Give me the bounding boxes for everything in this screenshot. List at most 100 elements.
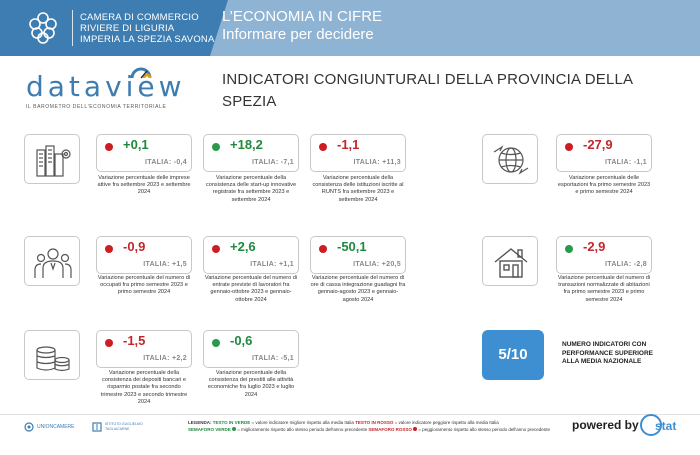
indicator-italia: ITALIA: -5,1: [252, 355, 294, 362]
legend-green-text: TESTO IN VERDE: [212, 420, 251, 425]
indicator-card-startup: +18,2 ITALIA: -7,1: [203, 134, 299, 172]
green-dot-icon: [232, 427, 237, 432]
indicator-description: Variazione percentuale del numero di occ…: [97, 275, 191, 296]
globe-icon: [493, 145, 529, 175]
indicator-card-abitazioni: -2,9 ITALIA: -2,8: [556, 236, 652, 274]
indicator-value: -2,9: [583, 239, 606, 254]
coins-icon: [36, 346, 70, 372]
indicator-value: -0,6: [230, 333, 253, 348]
tagliacarne-icon: [92, 422, 102, 432]
indicator-value: +2,6: [230, 239, 256, 254]
indicator-description: Variazione percentuale della consistenza…: [207, 370, 295, 398]
house-icon-box: [482, 236, 538, 286]
status-dot-red-icon: [565, 143, 573, 151]
status-dot-red-icon: [319, 245, 327, 253]
people-icon: [34, 248, 72, 278]
legend-label: LEGENDA:: [188, 420, 212, 425]
indicator-card-imprese: +0,1 ITALIA: -0,4: [96, 134, 192, 172]
indicator-italia: ITALIA: -1,1: [605, 159, 647, 166]
indicator-card-export: -27,9 ITALIA: -1,1: [556, 134, 652, 172]
indicator-italia: ITALIA: +1,1: [250, 261, 294, 268]
indicator-italia: ITALIA: +1,5: [143, 261, 187, 268]
footer-divider: [0, 414, 700, 415]
header-separator: [72, 10, 73, 46]
status-dot-green-icon: [212, 143, 220, 151]
legend: LEGENDA: TESTO IN VERDE = valore indicat…: [188, 420, 588, 433]
status-dot-red-icon: [212, 245, 220, 253]
indicator-description: Variazione percentuale delle esportazion…: [557, 175, 651, 196]
indicator-italia: ITALIA: -0,4: [145, 159, 187, 166]
indicator-value: -50,1: [337, 239, 367, 254]
status-dot-red-icon: [105, 339, 113, 347]
indicator-card-runts: -1,1 ITALIA: +11,3: [310, 134, 406, 172]
indicator-value: -1,1: [337, 137, 360, 152]
unioncamere-icon: [24, 422, 34, 432]
chamber-line-3: IMPERIA LA SPEZIA SAVONA: [80, 34, 215, 45]
red-dot-icon: [413, 427, 418, 432]
status-dot-red-icon: [105, 245, 113, 253]
indicator-card-occupati: -0,9 ITALIA: +1,5: [96, 236, 192, 274]
people-icon-box: [24, 236, 80, 286]
indicator-italia: ITALIA: +20,5: [353, 261, 401, 268]
indicator-description: Variazione percentuale della consistenza…: [205, 175, 297, 203]
tagliacarne-logo: ISTITUTO GUGLIELMO TAGLIACARNE: [92, 420, 161, 434]
indicator-description: Variazione percentuale del numero di tra…: [557, 275, 651, 303]
gauge-icon: [130, 67, 152, 79]
chamber-logo-icon: [29, 12, 57, 44]
indicator-description: Variazione percentuale delle imprese att…: [97, 175, 191, 196]
legend-red-sem-desc: = peggioramento rispetto allo stesso per…: [418, 426, 550, 432]
indicator-card-entrate: +2,6 ITALIA: +1,1: [203, 236, 299, 274]
indicator-italia: ITALIA: +11,3: [353, 159, 401, 166]
chamber-name: CAMERA DI COMMERCIO RIVIERE DI LIGURIA I…: [80, 12, 215, 45]
istat-logo-text: stat: [655, 419, 677, 433]
legend-red-text: TESTO IN ROSSO: [355, 420, 394, 425]
indicator-card-prestiti: -0,6 ITALIA: -5,1: [203, 330, 299, 368]
status-dot-red-icon: [105, 143, 113, 151]
factory-icon: [36, 145, 71, 177]
indicator-value: -0,9: [123, 239, 146, 254]
indicator-value: -1,5: [123, 333, 146, 348]
unioncamere-text: UNIONCAMERE: [37, 424, 75, 430]
legend-green-semaphore: SEMAFORO VERDE: [188, 426, 231, 432]
house-icon: [494, 248, 528, 278]
legend-line-1: LEGENDA: TESTO IN VERDE = valore indicat…: [188, 420, 588, 427]
indicator-value: +18,2: [230, 137, 263, 152]
header-title: L’ECONOMIA IN CIFRE Informare per decide…: [222, 8, 382, 44]
indicator-description: Variazione percentuale del numero di ore…: [310, 275, 406, 303]
kpi-label: NUMERO INDICATORI CON PERFORMANCE SUPERI…: [562, 341, 654, 365]
coins-icon-box: [24, 330, 80, 380]
indicator-description: Variazione percentuale della consistenza…: [312, 175, 404, 203]
tagliacarne-text: ISTITUTO GUGLIELMO TAGLIACARNE: [105, 422, 143, 431]
indicator-italia: ITALIA: +2,2: [143, 355, 187, 362]
factory-icon-box: [24, 134, 80, 184]
indicator-card-depositi: -1,5 ITALIA: +2,2: [96, 330, 192, 368]
legend-green-sem-desc: = miglioramento rispetto allo stesso per…: [237, 426, 368, 432]
istat-logo-icon: [640, 414, 662, 436]
legend-red-semaphore: SEMAFORO ROSSO: [368, 426, 412, 432]
legend-green-desc: = valore indicatore migliore rispetto al…: [251, 420, 354, 425]
kpi-value-box: 5/10: [482, 330, 544, 380]
header-title-band: [210, 0, 700, 56]
brand-name: dataview: [26, 70, 186, 103]
legend-red-desc: = valore indicatore peggiore rispetto al…: [394, 420, 499, 425]
indicator-description: Variazione percentuale del numero di ent…: [204, 275, 298, 303]
indicator-card-cig: -50,1 ITALIA: +20,5: [310, 236, 406, 274]
unioncamere-logo: UNIONCAMERE: [24, 420, 75, 434]
chamber-line-2: RIVIERE DI LIGURIA: [80, 23, 175, 34]
page-title: INDICATORI CONGIUNTURALI DELLA PROVINCIA…: [222, 71, 633, 110]
header-title-line-2: Informare per decidere: [222, 26, 374, 43]
indicator-value: +0,1: [123, 137, 149, 152]
brand-subtitle: IL BAROMETRO DELL'ECONOMIA TERRITORIALE: [26, 104, 167, 110]
indicator-italia: ITALIA: -2,8: [605, 261, 647, 268]
header-bar: CAMERA DI COMMERCIO RIVIERE DI LIGURIA I…: [0, 0, 700, 56]
status-dot-green-icon: [565, 245, 573, 253]
status-dot-green-icon: [212, 339, 220, 347]
dataview-logo: dataview IL BAROMETRO DELL'ECONOMIA TERR…: [26, 66, 182, 114]
header-title-line-1: L’ECONOMIA IN CIFRE: [222, 8, 383, 25]
powered-by: powered by: [572, 418, 639, 432]
legend-line-2: SEMAFORO VERDE = miglioramento rispetto …: [188, 427, 588, 434]
chamber-line-1: CAMERA DI COMMERCIO: [80, 12, 199, 23]
indicator-value: -27,9: [583, 137, 613, 152]
globe-icon-box: [482, 134, 538, 184]
indicator-description: Variazione percentuale della consistenza…: [100, 370, 188, 405]
